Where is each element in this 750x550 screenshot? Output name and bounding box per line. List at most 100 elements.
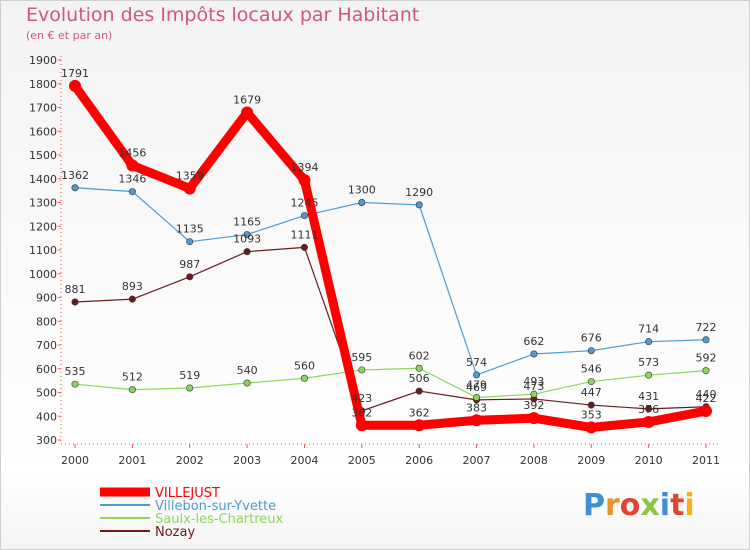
data-point xyxy=(243,231,251,239)
data-point xyxy=(530,390,538,398)
data-point xyxy=(128,188,136,196)
data-point xyxy=(645,405,653,413)
x-tick-label: 2011 xyxy=(692,454,720,467)
y-tick-label: 1800 xyxy=(29,78,57,91)
data-point xyxy=(587,401,595,409)
data-label: 362 xyxy=(409,406,430,419)
data-label: 592 xyxy=(696,352,717,365)
data-point xyxy=(473,393,481,401)
y-tick-label: 400 xyxy=(36,410,57,423)
data-label: 722 xyxy=(696,321,717,334)
data-label: 469 xyxy=(466,381,487,394)
chart-title: Evolution des Impôts locaux par Habitant xyxy=(26,4,420,26)
data-label: 422 xyxy=(696,392,717,405)
data-point xyxy=(700,405,712,418)
data-label: 676 xyxy=(581,332,602,345)
data-label: 535 xyxy=(65,365,86,378)
y-tick-label: 1900 xyxy=(29,54,57,67)
data-label: 1791 xyxy=(61,67,89,80)
x-tick-label: 2004 xyxy=(290,454,318,467)
y-tick-label: 900 xyxy=(36,292,57,305)
data-label: 423 xyxy=(351,392,372,405)
data-label: 506 xyxy=(409,372,430,385)
data-point xyxy=(300,243,308,251)
data-point xyxy=(473,371,481,379)
data-point xyxy=(358,199,366,207)
y-tick-label: 1500 xyxy=(29,149,57,162)
data-point xyxy=(128,295,136,303)
x-tick-label: 2001 xyxy=(118,454,146,467)
y-tick-label: 500 xyxy=(36,387,57,400)
proxiti-logo: Proxiti xyxy=(583,488,695,523)
data-point xyxy=(702,367,710,375)
data-label: 473 xyxy=(523,380,544,393)
data-label: 602 xyxy=(409,349,430,362)
data-point xyxy=(470,414,483,427)
data-point xyxy=(300,212,308,220)
data-point xyxy=(183,182,196,195)
y-tick-label: 1200 xyxy=(29,220,57,233)
legend-entry: Saulx-les-Chartreux xyxy=(155,512,284,527)
x-tick-label: 2006 xyxy=(405,454,433,467)
data-label: 512 xyxy=(122,371,143,384)
data-label: 479 xyxy=(466,378,487,391)
data-point xyxy=(186,384,194,392)
x-tick-label: 2010 xyxy=(635,454,663,467)
legend-entry: Nozay xyxy=(155,525,195,540)
x-tick-label: 2003 xyxy=(233,454,261,467)
x-tick-label: 2005 xyxy=(348,454,376,467)
data-point xyxy=(415,387,423,395)
data-label: 376 xyxy=(638,403,659,416)
data-label: 493 xyxy=(523,375,544,388)
y-tick-label: 600 xyxy=(36,363,57,376)
data-label: 1165 xyxy=(233,216,261,229)
x-tick-label: 2008 xyxy=(520,454,548,467)
data-point xyxy=(642,415,655,428)
data-label: 546 xyxy=(581,363,602,376)
data-label: 714 xyxy=(638,323,659,336)
data-label: 893 xyxy=(122,280,143,293)
data-label: 1394 xyxy=(290,161,318,174)
y-tick-label: 1400 xyxy=(29,173,57,186)
y-tick-label: 700 xyxy=(36,339,57,352)
data-label: 881 xyxy=(65,283,86,296)
x-tick-label: 2007 xyxy=(463,454,491,467)
data-label: 1346 xyxy=(118,173,146,186)
data-label: 447 xyxy=(581,386,602,399)
data-point xyxy=(71,184,79,192)
data-label: 560 xyxy=(294,359,315,372)
data-point xyxy=(298,174,311,187)
data-label: 1245 xyxy=(290,197,318,210)
data-point xyxy=(71,380,79,388)
data-point xyxy=(71,298,79,306)
data-label: 1093 xyxy=(233,233,261,246)
x-tick-label: 2000 xyxy=(61,454,89,467)
data-label: 1362 xyxy=(61,169,89,182)
series-line-villebon-sur-yvette xyxy=(74,187,707,376)
y-tick-label: 1300 xyxy=(29,197,57,210)
data-label: 519 xyxy=(179,369,200,382)
data-label: 595 xyxy=(351,351,372,364)
data-point xyxy=(126,159,139,172)
data-point xyxy=(527,412,540,425)
data-label: 573 xyxy=(638,356,659,369)
legend-entry: Villebon-sur-Yvette xyxy=(155,499,276,514)
y-tick-label: 1600 xyxy=(29,125,57,138)
data-label: 362 xyxy=(351,406,372,419)
data-label: 431 xyxy=(638,390,659,403)
data-label: 353 xyxy=(581,408,602,421)
data-label: 987 xyxy=(179,258,200,271)
data-label: 1135 xyxy=(176,223,204,236)
y-tick-label: 1000 xyxy=(29,268,57,281)
data-point xyxy=(415,364,423,372)
series-line-nozay xyxy=(74,246,707,412)
data-point xyxy=(587,378,595,386)
data-point xyxy=(645,338,653,346)
series-line-saulx-les-chartreux xyxy=(74,367,707,399)
data-label: 392 xyxy=(523,399,544,412)
data-label: 1290 xyxy=(405,186,433,199)
data-point xyxy=(358,366,366,374)
data-point xyxy=(415,201,423,209)
data-point xyxy=(413,419,426,432)
